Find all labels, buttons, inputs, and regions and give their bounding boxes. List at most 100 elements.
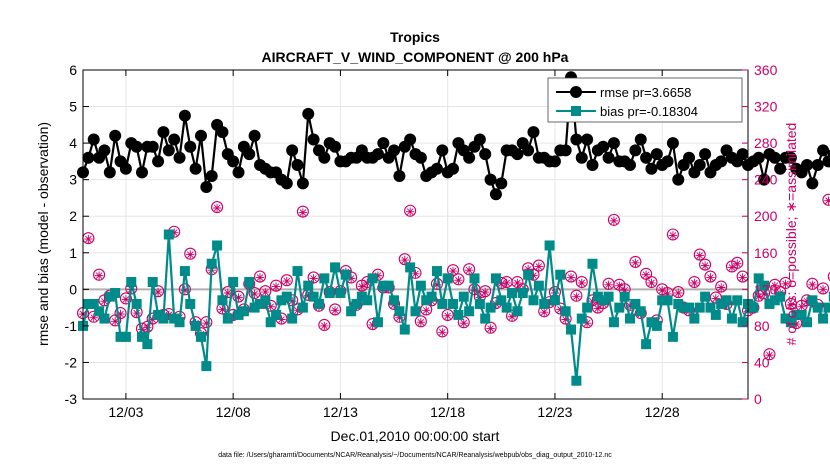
obs-assimilated-point <box>454 276 462 284</box>
rmse-point <box>586 159 598 171</box>
legend-rmse-label: rmse pr=3.6658 <box>600 85 691 100</box>
rmse-point <box>388 144 400 156</box>
rmse-point <box>629 144 641 156</box>
bias-point <box>228 277 238 287</box>
bias-point <box>663 295 673 305</box>
obs-assimilated-point <box>486 324 494 332</box>
bias-point <box>566 325 576 335</box>
obs-assimilated-point <box>819 285 827 293</box>
bias-point <box>813 303 823 313</box>
bias-point <box>271 310 281 320</box>
obs-assimilated-point <box>465 266 473 274</box>
bias-point <box>443 273 453 283</box>
bias-point <box>293 266 303 276</box>
x-axis-label: Dec.01,2010 00:00:00 start <box>331 428 500 444</box>
bias-point <box>180 266 190 276</box>
rmse-point <box>302 108 314 120</box>
bias-point <box>303 281 313 291</box>
bias-point <box>502 303 512 313</box>
y2-tick-label: 80 <box>754 318 770 334</box>
x-tick-label: 12/28 <box>645 404 680 420</box>
bias-point <box>416 281 426 291</box>
rmse-point <box>635 133 647 145</box>
rmse-point <box>152 155 164 167</box>
legend-bias-label: bias pr=-0.18304 <box>600 104 698 119</box>
rmse-point <box>608 137 620 149</box>
rmse-point <box>216 126 228 138</box>
bias-point <box>748 303 758 313</box>
obs-assimilated-point <box>299 208 307 216</box>
rmse-point <box>147 141 159 153</box>
bias-point <box>561 306 571 316</box>
obs-assimilated-point <box>567 273 575 281</box>
rmse-point <box>817 144 829 156</box>
obs-assimilated-point <box>256 273 264 281</box>
rmse-point <box>801 159 813 171</box>
rmse-point <box>431 163 443 175</box>
bias-point <box>523 270 533 280</box>
rmse-point <box>522 144 534 156</box>
bias-point <box>217 295 227 305</box>
bias-point <box>164 230 174 240</box>
rmse-point <box>88 133 100 145</box>
rmse-point <box>179 110 191 122</box>
rmse-point <box>377 137 389 149</box>
rmse-point <box>737 148 749 160</box>
obs-assimilated-point <box>272 282 280 290</box>
x-tick-label: 12/13 <box>323 404 358 420</box>
rmse-point <box>136 166 148 178</box>
rmse-point <box>570 133 582 145</box>
bias-point <box>373 317 383 327</box>
rmse-point <box>233 166 245 178</box>
rmse-point <box>511 148 523 160</box>
rmse-point <box>318 152 330 164</box>
bias-point <box>319 273 329 283</box>
legend-bias-marker <box>571 106 581 116</box>
bias-point <box>121 332 131 342</box>
rmse-point <box>694 159 706 171</box>
y-tick-label: 0 <box>69 281 77 297</box>
rmse-point <box>603 152 615 164</box>
chart-subtitle: AIRCRAFT_V_WIND_COMPONENT @ 200 hPa <box>262 49 569 65</box>
obs-assimilated-point <box>738 273 746 281</box>
bias-point <box>668 332 678 342</box>
bias-point <box>432 266 442 276</box>
rmse-point <box>120 163 132 175</box>
rmse-point <box>474 133 486 145</box>
y-tick-label: -1 <box>65 318 78 334</box>
obs-assimilated-point <box>535 262 543 270</box>
rmse-point <box>651 148 663 160</box>
bias-point <box>394 306 404 316</box>
bias-point <box>823 303 830 313</box>
rmse-point <box>286 144 298 156</box>
obs-assimilated-point <box>717 283 725 291</box>
bias-point <box>223 314 233 324</box>
bias-point <box>191 321 201 331</box>
obs-assimilated-point <box>647 279 655 287</box>
y2-tick-label: 160 <box>754 245 778 261</box>
obs-assimilated-point <box>358 282 366 290</box>
bias-point <box>550 295 560 305</box>
obs-assimilated-point <box>642 271 650 279</box>
bias-point <box>534 281 544 291</box>
bias-point <box>158 314 168 324</box>
rmse-point <box>174 152 186 164</box>
y2-tick-label: 0 <box>754 391 762 407</box>
bias-point <box>325 288 335 298</box>
bias-point <box>518 288 528 298</box>
rmse-point <box>662 155 674 167</box>
bias-point <box>469 273 479 283</box>
rmse-point <box>372 148 384 160</box>
rmse-point <box>683 152 695 164</box>
bias-point <box>99 314 109 324</box>
obs-assimilated-point <box>143 324 151 332</box>
x-tick-label: 12/18 <box>430 404 465 420</box>
rmse-point <box>163 144 175 156</box>
rmse-point <box>98 144 110 156</box>
bias-point <box>722 295 732 305</box>
y-axis-label: rmse and bias (model - observation) <box>35 122 51 346</box>
bias-point <box>555 270 565 280</box>
obs-assimilated-point <box>706 273 714 281</box>
bias-point <box>110 288 120 298</box>
rmse-point <box>699 148 711 160</box>
